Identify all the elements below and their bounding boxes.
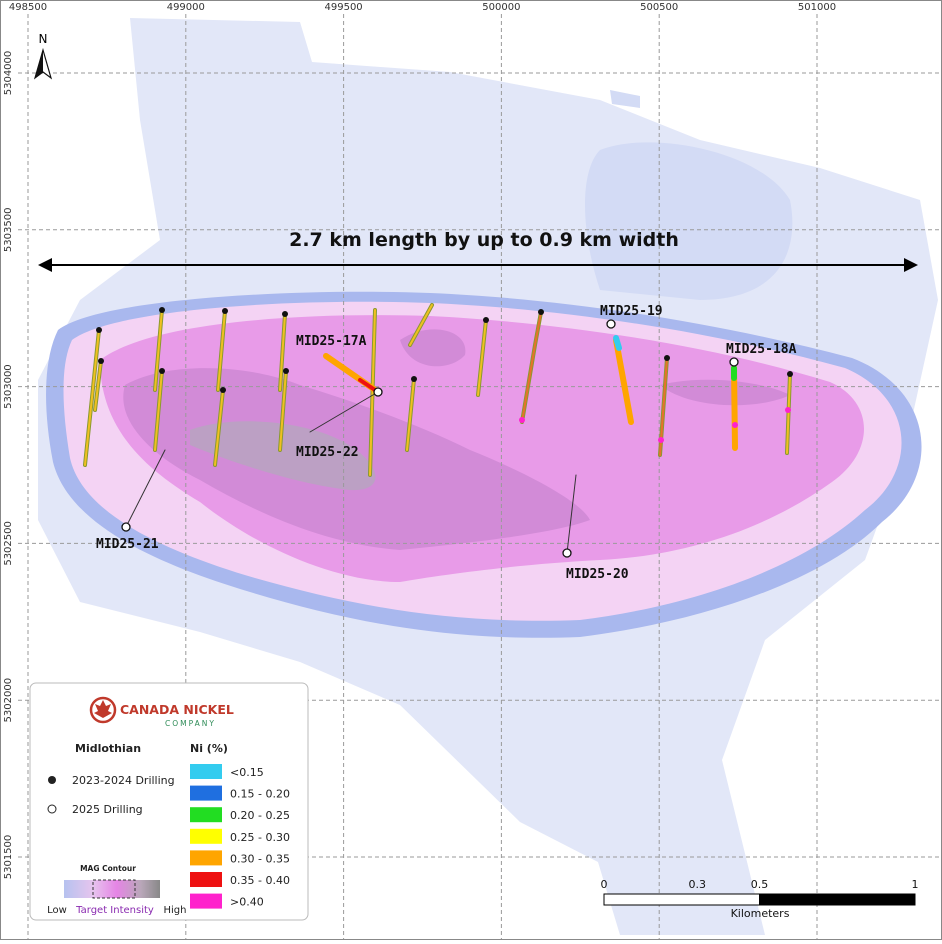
ni-title: Ni (%) [190,742,228,755]
northing-label: 5301500 [3,835,14,880]
drill-old-symbol [48,776,56,784]
ni-label: 0.25 - 0.30 [230,831,290,844]
scale-segment [759,893,916,906]
ni-label: 0.30 - 0.35 [230,852,290,865]
scale-bar: Kilometers 0 0.3 0.5 1 [601,878,919,920]
easting-label: 499000 [167,2,205,13]
hole-label: MID25-22 [296,445,359,460]
company-name: CANADA NICKEL [120,702,234,717]
hole-label: MID25-20 [566,567,629,582]
scale-tick-label: 0 [601,878,608,891]
ni-label: 0.35 - 0.40 [230,874,290,887]
headline: 2.7 km length by up to 0.9 km width [289,229,679,251]
ni-label: <0.15 [230,766,264,779]
mag-title: MAG Contour [80,864,136,873]
northing-label: 5303000 [3,364,14,409]
ni-label: 0.15 - 0.20 [230,788,290,801]
project-name: Midlothian [75,742,141,755]
ni-swatch [190,785,222,801]
scale-segment [603,893,760,906]
easting-label: 498500 [9,2,47,13]
ni-swatch [190,807,222,823]
hole-label: MID25-18A [726,342,797,357]
hole-labels: MID25-17A MID25-22 MID25-19 MID25-18A MI… [96,304,797,582]
mag-high: High [164,905,187,916]
ni-swatch [190,764,222,779]
northing-label: 5302500 [3,521,14,566]
mag-low: Low [47,905,67,916]
hole-label: MID25-17A [296,334,367,349]
company-sub: COMPANY [165,719,216,728]
drill-holes [83,303,793,558]
ni-classes: <0.15 0.15 - 0.20 0.20 - 0.25 0.25 - 0.30 0.… [190,764,290,909]
north-arrow: N [33,32,53,80]
logo-leaf [94,700,112,718]
ni-swatch [190,850,222,866]
northing-label: 5303500 [3,208,14,253]
scale-unit: Kilometers [731,907,790,920]
northing-label: 5304000 [3,51,14,96]
hole-label: MID25-21 [96,537,159,552]
ni-label: >0.40 [230,896,264,909]
ni-swatch [190,872,222,887]
north-label: N [39,32,48,46]
hole-label: MID25-19 [600,304,663,319]
easting-label: 499500 [325,2,363,13]
scale-tick-label: 0.3 [689,878,707,891]
drill-new-symbol [47,804,57,814]
legend-label: 2023-2024 Drilling [72,774,175,787]
legend-box [29,682,309,921]
easting-label: 500500 [640,2,678,13]
contour-low [585,90,793,300]
mag-target: Target Intensity [75,905,154,916]
scale-tick-label: 0.5 [751,878,769,891]
northing-label: 5302000 [3,678,14,723]
legend: CANADA NICKEL COMPANY Midlothian 2023-20… [29,682,309,921]
contour-high [190,421,376,491]
ni-swatch [190,828,222,844]
ni-swatch [190,893,222,909]
scale-tick-label: 1 [912,878,919,891]
legend-label: 2025 Drilling [72,803,143,816]
mag-target-box [92,879,136,899]
ni-label: 0.20 - 0.25 [230,809,290,822]
north-arrow-fill [35,50,43,78]
easting-label: 500000 [482,2,520,13]
easting-label: 501000 [798,2,836,13]
mag-ramp [64,880,160,898]
mag-contours [38,18,938,935]
extent-arrow: 2.7 km length by up to 0.9 km width [38,229,918,272]
